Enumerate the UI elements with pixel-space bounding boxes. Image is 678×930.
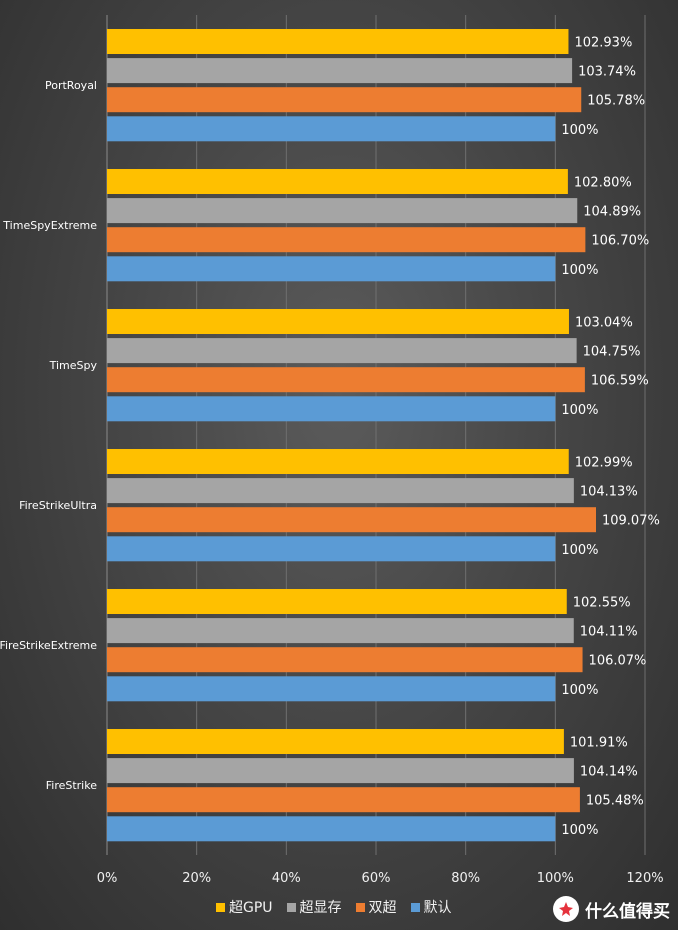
bar: [107, 647, 583, 673]
category-label: FireStrikeExtreme: [0, 639, 97, 652]
bar: [107, 367, 585, 393]
bar: [107, 256, 556, 282]
bar: [107, 169, 568, 194]
bar: [107, 309, 569, 334]
watermark: 什么值得买: [553, 896, 670, 922]
watermark-text: 什么值得买: [585, 901, 670, 922]
bar: [107, 478, 574, 504]
data-label: 104.75%: [583, 345, 641, 360]
category-label: TimeSpy: [49, 359, 98, 372]
legend: 超GPU 超显存 双超 默认: [216, 897, 452, 917]
data-label: 106.59%: [591, 374, 649, 389]
data-label: 100%: [561, 543, 598, 558]
x-tick-label: 40%: [272, 871, 301, 886]
data-label: 100%: [561, 683, 598, 698]
legend-label: 超GPU: [229, 900, 273, 916]
x-tick-label: 20%: [182, 871, 211, 886]
legend-label: 超显存: [299, 900, 342, 916]
bar: [107, 87, 582, 113]
x-tick-label: 80%: [451, 871, 480, 886]
legend-item: 默认: [410, 897, 452, 917]
bar: [107, 676, 556, 702]
bar: [107, 396, 556, 422]
data-label: 105.78%: [587, 94, 645, 109]
x-tick-label: 120%: [626, 871, 663, 886]
data-label: 106.07%: [589, 654, 647, 669]
legend-label: 默认: [423, 900, 452, 916]
x-tick-label: 60%: [362, 871, 391, 886]
legend-item: 双超: [355, 897, 397, 917]
bar: [107, 29, 569, 54]
bar: [107, 618, 574, 644]
data-label: 105.48%: [586, 794, 644, 809]
category-label: FireStrike: [46, 779, 97, 792]
data-label: 102.93%: [574, 36, 632, 51]
data-label: 102.55%: [573, 596, 631, 611]
data-label: 109.07%: [602, 514, 660, 529]
data-label: 104.11%: [580, 625, 638, 640]
bar: [107, 787, 580, 813]
legend-swatch: [410, 902, 420, 912]
data-label: 100%: [561, 123, 598, 138]
data-label: 101.91%: [570, 736, 628, 751]
category-label: FireStrikeUltra: [19, 499, 97, 512]
data-label: 104.89%: [583, 205, 641, 220]
bar: [107, 198, 578, 224]
bar: [107, 589, 567, 614]
legend-label: 双超: [368, 900, 397, 916]
data-label: 100%: [561, 823, 598, 838]
legend-swatch: [216, 902, 225, 912]
x-tick-label: 100%: [537, 871, 574, 886]
data-label: 102.99%: [575, 456, 633, 471]
bar: [107, 338, 577, 364]
bar: [107, 758, 574, 784]
bar: [107, 449, 569, 474]
legend-item: 超GPU: [216, 897, 273, 917]
data-label: 100%: [561, 403, 598, 418]
data-label: 103.04%: [575, 316, 633, 331]
category-label: PortRoyal: [45, 79, 97, 92]
data-label: 102.80%: [574, 176, 632, 191]
category-label: TimeSpyExtreme: [2, 219, 97, 232]
data-label: 103.74%: [578, 65, 636, 80]
bar: [107, 227, 586, 253]
data-label: 100%: [561, 263, 598, 278]
bar: [107, 116, 556, 142]
legend-swatch: [355, 902, 365, 912]
data-label: 104.14%: [580, 765, 638, 780]
bar: [107, 58, 573, 84]
legend-swatch: [286, 902, 296, 912]
x-tick-label: 0%: [97, 871, 118, 886]
data-label: 104.13%: [580, 485, 638, 500]
smzdm-logo-icon: [553, 896, 579, 922]
bar: [107, 536, 556, 562]
bar: [107, 729, 564, 754]
bar: [107, 507, 596, 533]
data-label: 106.70%: [591, 234, 649, 249]
bar: [107, 816, 556, 842]
legend-item: 超显存: [286, 897, 342, 917]
